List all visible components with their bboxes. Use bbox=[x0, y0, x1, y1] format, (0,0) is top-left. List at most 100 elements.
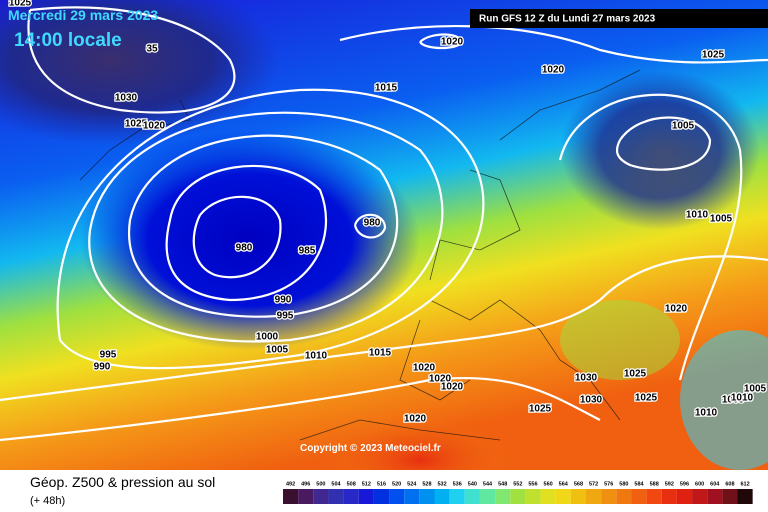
isobar-label: 1030 bbox=[580, 395, 603, 406]
legend-swatch bbox=[661, 489, 677, 504]
legend-label: 496 bbox=[301, 481, 310, 487]
footer-title: Géop. Z500 & pression au sol bbox=[30, 474, 215, 490]
legend-swatch bbox=[555, 489, 571, 504]
legend-label: 516 bbox=[377, 481, 386, 487]
legend-label: 500 bbox=[316, 481, 325, 487]
legend-label: 560 bbox=[544, 481, 553, 487]
legend-label: 508 bbox=[347, 481, 356, 487]
color-legend: 492 496 500 504 508 512 516 520 524 528 532 536 540 5… bbox=[283, 481, 753, 504]
legend-label: 592 bbox=[665, 481, 674, 487]
isobars bbox=[0, 6, 768, 442]
isobar-label: 1015 bbox=[375, 83, 398, 94]
isobar-label: 1005 bbox=[722, 395, 745, 406]
legend-label: 532 bbox=[437, 481, 446, 487]
legend-label: 580 bbox=[619, 481, 628, 487]
isobar-label: 980 bbox=[364, 218, 381, 229]
legend-swatch bbox=[601, 489, 617, 504]
legend-label: 556 bbox=[528, 481, 537, 487]
legend-label: 552 bbox=[513, 481, 522, 487]
isobar-label: 985 bbox=[299, 246, 316, 257]
legend-swatch bbox=[722, 489, 738, 504]
legend-swatch bbox=[358, 489, 374, 504]
isobar-labels: 1025351030102510201020101510201025100598… bbox=[8, 0, 768, 426]
isobar-label: 1005 bbox=[266, 345, 289, 356]
isobar-label: 995 bbox=[100, 350, 117, 361]
legend-label: 612 bbox=[740, 481, 749, 487]
time-label: 14:00 locale bbox=[14, 30, 122, 51]
legend-label: 528 bbox=[422, 481, 431, 487]
legend-swatch bbox=[510, 489, 526, 504]
legend-swatch bbox=[328, 489, 344, 504]
legend-swatch bbox=[586, 489, 602, 504]
legend-swatch bbox=[631, 489, 647, 504]
isobar-label: 1010 bbox=[695, 408, 718, 419]
legend-swatch bbox=[692, 489, 708, 504]
legend-swatch bbox=[676, 489, 693, 504]
legend-swatch bbox=[449, 489, 465, 504]
coastlines bbox=[79, 69, 641, 441]
legend-swatch bbox=[404, 489, 420, 504]
legend-swatch bbox=[707, 489, 723, 504]
isobar-label: 980 bbox=[236, 243, 253, 254]
isobar-label: 990 bbox=[275, 295, 292, 306]
date-label: Mercredi 29 mars 2023 bbox=[8, 7, 158, 23]
map-background bbox=[0, 0, 768, 500]
legend-swatch bbox=[464, 489, 480, 504]
isobar-label: 35 bbox=[146, 44, 158, 55]
legend-label: 492 bbox=[286, 481, 295, 487]
legend-label: 608 bbox=[725, 481, 734, 487]
isobar-label: 1010 bbox=[731, 393, 754, 404]
isobar-label: 1025 bbox=[125, 119, 148, 130]
legend-label: 588 bbox=[650, 481, 659, 487]
run-banner bbox=[470, 9, 768, 28]
isobar-label: 1025 bbox=[635, 393, 658, 404]
legend-swatch bbox=[313, 489, 329, 504]
legend-swatch bbox=[434, 489, 450, 504]
legend-swatch bbox=[283, 489, 299, 504]
legend-label: 540 bbox=[468, 481, 477, 487]
legend-label: 584 bbox=[634, 481, 644, 487]
isobar-label: 1010 bbox=[305, 351, 328, 362]
legend-swatch bbox=[540, 489, 556, 504]
run-label: Run GFS 12 Z du Lundi 27 mars 2023 bbox=[479, 14, 656, 25]
legend-label: 520 bbox=[392, 481, 401, 487]
isobar-label: 1020 bbox=[441, 382, 464, 393]
legend-swatch bbox=[570, 489, 586, 504]
legend-label: 596 bbox=[680, 481, 689, 487]
legend-label: 576 bbox=[604, 481, 613, 487]
isobar-label: 1025 bbox=[9, 0, 32, 9]
isobar-label: 1000 bbox=[256, 332, 279, 343]
footer-lead: (+ 48h) bbox=[30, 495, 65, 507]
legend-swatch bbox=[737, 489, 753, 504]
isobar-label: 1025 bbox=[624, 369, 647, 380]
legend-label: 548 bbox=[498, 481, 507, 487]
copyright: Copyright © 2023 Meteociel.fr bbox=[300, 443, 441, 454]
legend-swatch bbox=[389, 489, 405, 504]
legend-label: 568 bbox=[574, 481, 583, 487]
isobar-label: 1005 bbox=[710, 214, 733, 225]
isobar-label: 1025 bbox=[529, 404, 552, 415]
isobar-label: 1020 bbox=[665, 304, 688, 315]
isobar-label: 1015 bbox=[369, 348, 392, 359]
legend-label: 536 bbox=[453, 481, 462, 487]
legend-label: 512 bbox=[362, 481, 371, 487]
isobar-label: 1025 bbox=[702, 50, 725, 61]
legend-label: 604 bbox=[710, 481, 720, 487]
legend-label: 572 bbox=[589, 481, 598, 487]
isobar-label: 1020 bbox=[413, 363, 436, 374]
isobar-label: 1030 bbox=[115, 93, 138, 104]
legend-label: 544 bbox=[483, 481, 493, 487]
legend-swatch bbox=[419, 489, 435, 504]
isobar-label: 1020 bbox=[441, 37, 464, 48]
isobar-label: 995 bbox=[277, 311, 294, 322]
legend-label: 504 bbox=[331, 481, 341, 487]
isobar-label: 1030 bbox=[575, 373, 598, 384]
isobar-label: 1005 bbox=[672, 121, 695, 132]
legend-swatch bbox=[616, 489, 632, 504]
isobar-label: 1020 bbox=[429, 374, 452, 385]
legend-label: 564 bbox=[559, 481, 569, 487]
legend-swatch bbox=[343, 489, 359, 504]
isobar-label: 990 bbox=[94, 362, 111, 373]
isobar-label: 1020 bbox=[143, 121, 166, 132]
